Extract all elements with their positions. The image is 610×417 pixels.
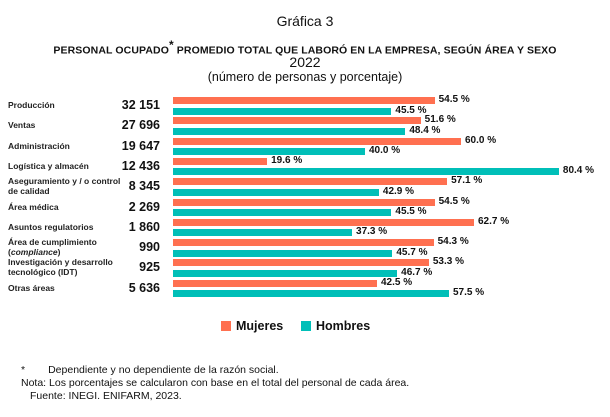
category-label: Aseguramiento y / o control de calidad [8, 176, 121, 197]
category-total: 5 636 [128, 280, 160, 295]
footnote-nota: Nota: Los porcentajes se calcularon con … [21, 377, 410, 389]
category-label: Logística y almacén [8, 160, 89, 171]
footnote-fuente: Fuente: INEGI. ENIFARM, 2023. [30, 390, 182, 402]
category-label: Producción [8, 100, 55, 110]
value-label-mujeres: 60.0 % [465, 134, 497, 146]
category-total: 8 345 [128, 179, 160, 194]
chart-year: 2022 [289, 54, 321, 70]
category-total: 1 860 [128, 219, 160, 234]
legend-label-mujeres: Mujeres [236, 319, 284, 333]
category-label: Área médica [8, 201, 59, 212]
bar-hombres [173, 188, 379, 196]
value-label-mujeres: 57.1 % [451, 175, 483, 187]
category-total: 925 [139, 260, 160, 275]
chart-title: Gráfica 3 [276, 13, 334, 29]
bar-mujeres [173, 239, 434, 247]
bar-hombres [173, 148, 365, 156]
bar-hombres [173, 168, 559, 176]
category-label: Investigación y desarrollo tecnológico (I… [8, 257, 113, 278]
bar-mujeres [173, 178, 448, 186]
value-label-hombres: 45.5 % [395, 206, 427, 217]
subtitle-footnote-mark: * [168, 38, 174, 52]
bar-mujeres [173, 259, 429, 267]
bar-hombres [173, 269, 398, 277]
category-total: 19 647 [121, 138, 160, 153]
value-label-hombres: 57.5 % [453, 287, 485, 299]
value-label-mujeres: 51.6 % [424, 114, 456, 126]
legend-label-hombres: Hombres [316, 319, 371, 333]
bar-mujeres [173, 157, 268, 165]
value-label-hombres: 40.0 % [369, 145, 401, 157]
bar-hombres [173, 127, 406, 135]
category-label: Ventas [8, 120, 36, 131]
value-label-mujeres: 54.5 % [438, 195, 470, 207]
value-label-hombres: 37.3 % [356, 226, 388, 238]
bar-mujeres [173, 198, 435, 206]
bar-mujeres [173, 279, 377, 287]
value-label-hombres: 45.5 % [395, 104, 427, 116]
value-label-mujeres: 19.6 % [271, 154, 303, 166]
category-label: Administración [8, 140, 70, 151]
bar-mujeres [173, 137, 461, 145]
bar-mujeres [173, 117, 421, 125]
category-total: 12 436 [121, 158, 160, 173]
bar-mujeres [173, 218, 474, 226]
bar-hombres [173, 209, 392, 216]
chart-units: (número de personas y porcentaje) [207, 70, 403, 84]
footnote-mark: * [21, 364, 26, 376]
chart-subtitle: PERSONAL OCUPADO* PROMEDIO TOTAL QUE LAB… [0, 38, 610, 57]
value-label-mujeres: 42.5 % [381, 276, 413, 288]
category-label: Área de cumplimiento (compliance) [8, 237, 97, 258]
bar-hombres [173, 249, 393, 257]
value-label-hombres: 46.7 % [401, 266, 433, 278]
footnote-asterisk: * Dependiente y no dependiente de la razó… [21, 364, 279, 376]
bar-mujeres [173, 97, 435, 104]
value-label-hombres: 48.4 % [409, 124, 441, 136]
bar-hombres [173, 290, 449, 298]
category-total: 32 151 [121, 98, 160, 112]
value-label-hombres: 42.9 % [382, 185, 415, 197]
category-total: 27 696 [121, 118, 160, 133]
subtitle-rest: PROMEDIO TOTAL QUE LABORÓ EN LA EMPRESA,… [173, 44, 557, 57]
value-label-hombres: 45.7 % [396, 246, 428, 258]
category-label: Otras áreas [8, 282, 55, 293]
value-label-hombres: 80.4 % [562, 165, 595, 177]
value-label-mujeres: 53.3 % [432, 256, 464, 268]
category-total: 2 269 [128, 199, 160, 214]
footnote-asterisk-text: Dependiente y no dependiente de la razón… [48, 364, 279, 376]
subtitle-main: PERSONAL OCUPADO [53, 44, 169, 57]
category-label: Asuntos regulatorios [8, 221, 94, 232]
value-label-mujeres: 54.5 % [438, 94, 470, 105]
value-label-mujeres: 62.7 % [477, 215, 510, 227]
value-label-mujeres: 54.3 % [437, 236, 469, 248]
bar-hombres [173, 229, 353, 237]
legend-swatch-hombres [301, 321, 311, 331]
legend-swatch-mujeres [221, 321, 231, 331]
category-total: 990 [139, 240, 160, 255]
bar-hombres [173, 107, 392, 115]
